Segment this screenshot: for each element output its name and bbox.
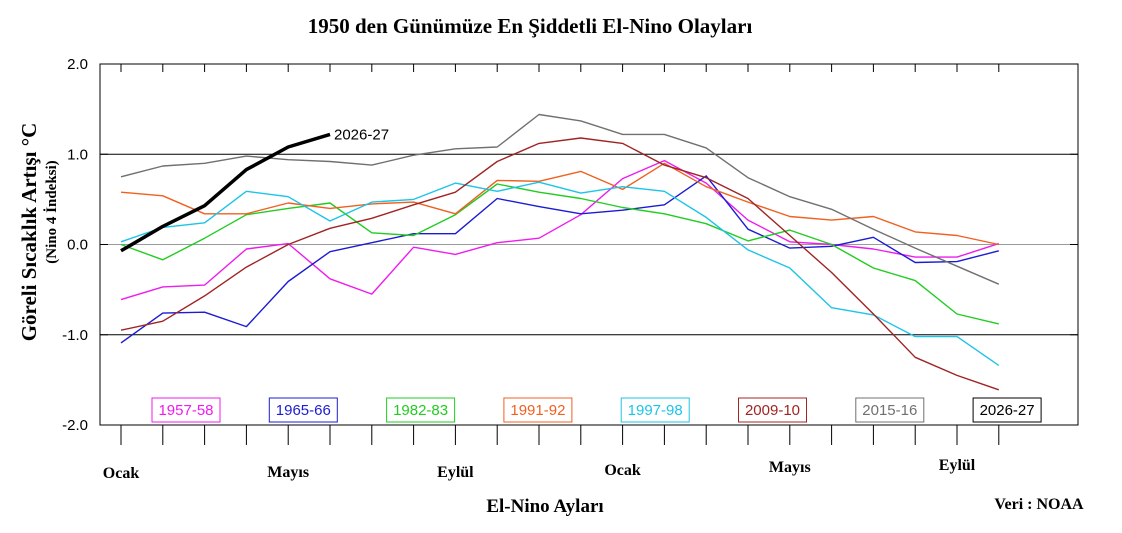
legend-label: 1957-58 xyxy=(158,402,213,419)
series-line-2015-16 xyxy=(120,113,1000,285)
y-tick-label: 2.0 xyxy=(67,56,88,73)
series-layer: 2026-27 xyxy=(120,113,1000,391)
x-axis: Ocak Mayıs Eylül Ocak Mayıs Eylül xyxy=(103,64,1000,482)
legend-label: 2026-27 xyxy=(980,402,1035,419)
legend-box xyxy=(268,397,338,423)
legend-box xyxy=(620,397,690,423)
x-tick-label: Eylül xyxy=(939,457,976,474)
chart-title: 1950 den Günümüze En Şiddetli El-Nino Ol… xyxy=(308,14,753,38)
x-tick-label: Ocak xyxy=(103,465,140,482)
legend-box xyxy=(855,397,925,423)
x-tick-label: Mayıs xyxy=(267,464,309,481)
x-tick-label: Ocak xyxy=(604,462,641,479)
legend-label: 1991-92 xyxy=(510,402,565,419)
y-axis-title: Göreli Sıcaklık Artışı °C xyxy=(17,123,41,342)
y-tick-label: -2.0 xyxy=(62,417,88,434)
y-tick-label: -1.0 xyxy=(62,327,88,344)
series-line-2026-27 xyxy=(120,132,331,253)
series-line-1957-58 xyxy=(120,159,1000,301)
legend-label: 1965-66 xyxy=(276,402,331,419)
series-line-2009-10 xyxy=(120,137,1000,391)
legend-box xyxy=(972,397,1042,423)
legend-label: 1982-83 xyxy=(393,402,448,419)
legend-box xyxy=(151,397,221,423)
legend: 1957-58 1965-66 1982-83 1991-92 1997-98 2009-… xyxy=(151,397,1042,423)
legend-box xyxy=(503,397,573,423)
legend-box xyxy=(386,397,456,423)
y-axis: 2.0 1.0 0.0 -1.0 -2.0 xyxy=(62,56,1078,434)
series-end-label: 2026-27 xyxy=(334,126,389,143)
y-axis-subtitle: (Nino 4 İndeksi) xyxy=(43,160,60,263)
series-line-1982-83 xyxy=(120,183,999,325)
y-tick-label: 0.0 xyxy=(67,237,88,254)
series-line-1991-92 xyxy=(120,162,999,246)
legend-label: 1997-98 xyxy=(628,402,683,419)
y-tick-label: 1.0 xyxy=(67,146,88,163)
series-line-1997-98 xyxy=(120,181,1000,366)
x-tick-label: Eylül xyxy=(437,464,474,481)
source-note: Veri : NOAA xyxy=(994,496,1084,513)
grid-layer xyxy=(100,153,1078,336)
x-axis-title: El-Nino Ayları xyxy=(486,496,603,517)
legend-label: 2009-10 xyxy=(745,402,800,419)
x-tick-label: Mayıs xyxy=(769,459,811,476)
series-line-1965-66 xyxy=(120,175,999,344)
legend-label: 2015-16 xyxy=(862,402,917,419)
legend-box xyxy=(738,397,807,423)
